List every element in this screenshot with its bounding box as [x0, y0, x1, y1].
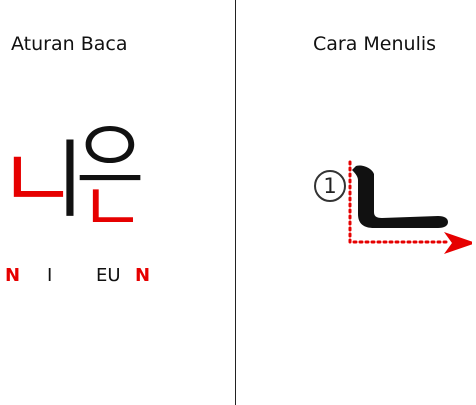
romanization-n-initial: N — [5, 265, 21, 286]
stroke-diagram — [348, 160, 472, 254]
vowel-i: ㅣ — [30, 130, 110, 230]
romanization-i: I — [47, 265, 53, 286]
arrow-head-icon — [444, 232, 472, 254]
writing-guide-panel: Cara Menulis 1 — [236, 0, 476, 405]
romanization-eu: EU — [96, 265, 121, 286]
stroke-order-number: 1 — [314, 170, 346, 202]
stroke-direction-guide — [348, 160, 450, 244]
reading-rules-title: Aturan Baca — [11, 33, 128, 55]
final-consonant-nieun: ㄴ — [80, 167, 145, 249]
reading-rules-panel: Aturan Baca ㄴ ㅣ 으 ㄴ N I EU N — [0, 0, 235, 405]
nieun-brush-stroke — [352, 165, 448, 228]
initial-consonant-nieun: ㄴ — [0, 130, 78, 230]
panel-divider — [235, 0, 236, 405]
writing-guide-title: Cara Menulis — [313, 33, 437, 55]
vowel-eu: 으 — [76, 115, 145, 201]
romanization-n-final: N — [135, 265, 151, 286]
